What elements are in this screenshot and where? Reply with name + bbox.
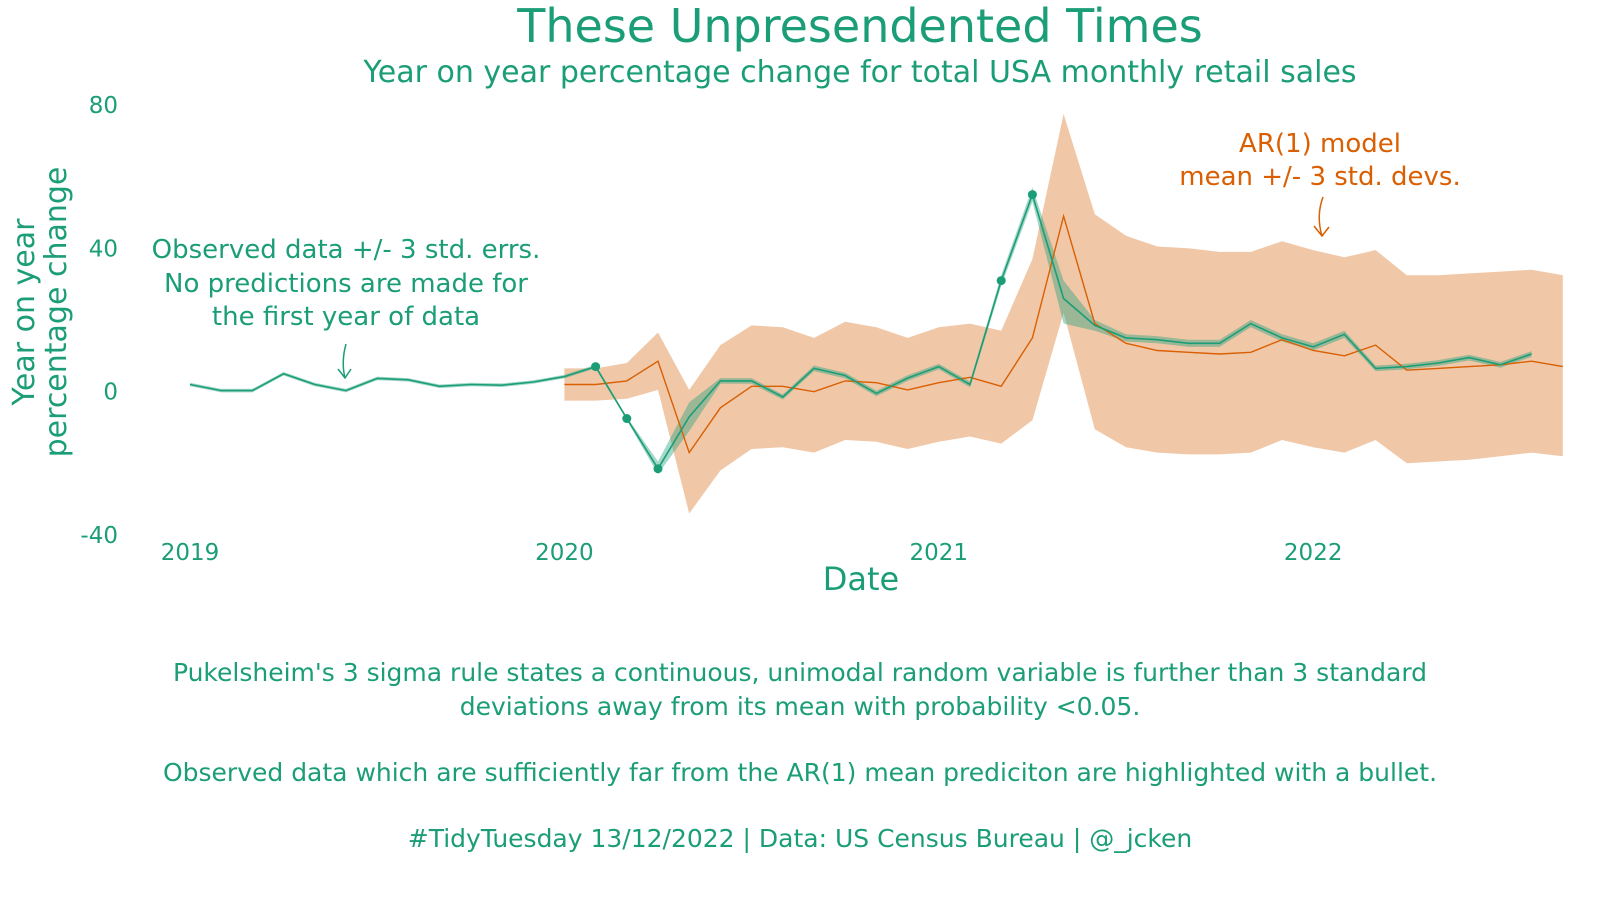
chart-title: These Unpresendented Times [516, 0, 1202, 53]
x-tick-label: 2020 [535, 540, 594, 566]
annotation-observed: Observed data +/- 3 std. errs. No predic… [152, 235, 541, 332]
y-tick-label: 80 [89, 93, 118, 119]
chart-subtitle: Year on year percentage change for total… [362, 55, 1356, 90]
highlight-point [1027, 190, 1037, 200]
annotation-model: AR(1) model mean +/- 3 std. devs. [1179, 129, 1460, 192]
highlight-point [622, 414, 632, 424]
y-axis-ticks: 80 40 0 -40 [80, 93, 118, 549]
y-axis-label-line-1: Year on year [7, 218, 42, 407]
x-axis-ticks: 2019 2020 2021 2022 [161, 540, 1343, 566]
annotation-model-line-1: AR(1) model [1239, 129, 1401, 159]
x-tick-label: 2022 [1284, 540, 1343, 566]
caption-paragraph-2: Observed data which are sufficiently far… [162, 758, 1438, 787]
caption-paragraph-1-line-2: deviations away from its mean with proba… [459, 692, 1141, 721]
caption-paragraph-1: Pukelsheim's 3 sigma rule states a conti… [0, 656, 1600, 724]
x-tick-label: 2019 [161, 540, 220, 566]
annotation-observed-line-1: Observed data +/- 3 std. errs. [152, 235, 541, 265]
model-band [564, 114, 1563, 514]
annotation-model-arrow [1313, 196, 1330, 238]
observed-line [189, 192, 1532, 471]
annotation-observed-line-3: the first year of data [212, 302, 480, 332]
model-mean-line [564, 213, 1563, 455]
highlight-point [653, 464, 663, 474]
y-axis-label-line-2: percentage change [39, 167, 74, 458]
x-axis-label: Date [823, 560, 899, 598]
highlighted-points [591, 190, 1037, 474]
caption-paragraph-1-line-1: Pukelsheim's 3 sigma rule states a conti… [172, 658, 1428, 687]
y-tick-label: 40 [89, 236, 118, 262]
observed-band [190, 187, 1532, 475]
annotation-observed-arrow [337, 343, 352, 380]
x-tick-label: 2021 [910, 540, 969, 566]
highlight-point [591, 362, 601, 372]
y-tick-label: -40 [80, 523, 118, 549]
annotation-model-line-2: mean +/- 3 std. devs. [1179, 162, 1460, 192]
annotation-observed-line-2: No predictions are made for [164, 269, 528, 299]
y-tick-label: 0 [103, 380, 118, 406]
caption-credit: #TidyTuesday 13/12/2022 | Data: US Censu… [407, 824, 1193, 853]
highlight-point [996, 276, 1006, 286]
